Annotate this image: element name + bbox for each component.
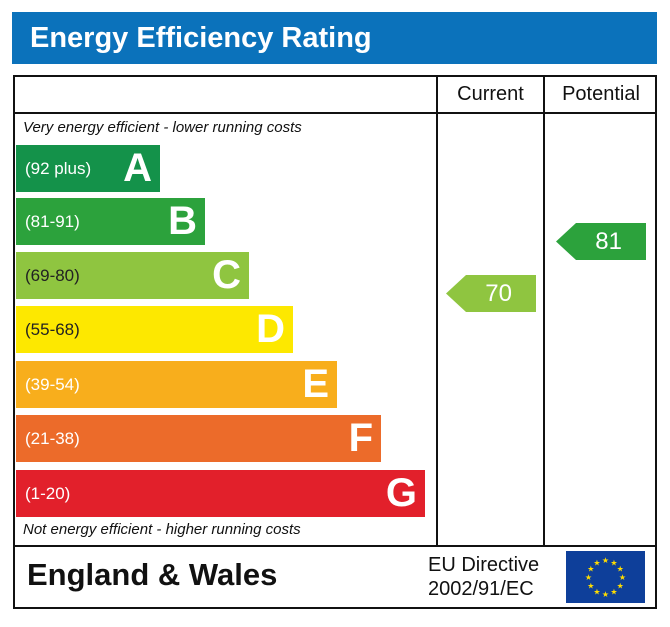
potential-header: Potential — [562, 83, 640, 105]
bottom-note: Not energy efficient - higher running co… — [23, 521, 301, 538]
potential-rating-arrow: 81 — [556, 223, 646, 260]
region-label: England & Wales — [27, 557, 278, 592]
column-divider — [436, 75, 438, 547]
star-icon: ★ — [617, 582, 624, 591]
directive-line2: 2002/91/EC — [428, 578, 534, 600]
band-letter: B — [168, 199, 197, 243]
star-icon: ★ — [602, 556, 609, 565]
current-rating-arrow: 70 — [446, 275, 536, 312]
band-range: (21-38) — [25, 429, 80, 448]
eu-directive: EU Directive 2002/91/EC — [428, 553, 539, 601]
band-c: (69-80) C — [16, 252, 249, 299]
band-a: (92 plus) A — [16, 145, 160, 192]
star-icon: ★ — [617, 565, 624, 574]
band-letter: A — [123, 146, 152, 190]
band-e: (39-54) E — [16, 361, 337, 408]
band-letter: G — [385, 471, 417, 515]
band-letter: C — [212, 253, 241, 297]
band-range: (1-20) — [25, 484, 71, 503]
band-letter: F — [348, 416, 373, 460]
band-g: (1-20) G — [16, 470, 425, 517]
footer-divider — [13, 545, 657, 547]
star-icon: ★ — [593, 558, 600, 567]
directive-line1: EU Directive — [428, 554, 540, 576]
band-b: (81-91) B — [16, 198, 205, 245]
star-icon: ★ — [619, 573, 626, 582]
current-header: Current — [457, 83, 524, 105]
eu-flag-icon: ★★★★★★★★★ ★ ★★ — [566, 551, 645, 603]
band-f: (21-38) F — [16, 415, 381, 462]
top-note: Very energy efficient - lower running co… — [23, 119, 302, 136]
star-icon: ★ — [593, 588, 600, 597]
chart-title: Energy Efficiency Rating — [12, 12, 657, 64]
band-range: (81-91) — [25, 212, 80, 231]
rating-table — [13, 75, 657, 609]
star-icon: ★ — [610, 588, 617, 597]
star-icon: ★ — [587, 565, 594, 574]
star-icon: ★ — [585, 573, 592, 582]
star-icon: ★ — [610, 558, 617, 567]
star-icon: ★ — [587, 582, 594, 591]
header-divider — [13, 112, 657, 114]
band-range: (39-54) — [25, 375, 80, 394]
band-letter: E — [302, 362, 329, 406]
band-d: (55-68) D — [16, 306, 293, 353]
band-range: (92 plus) — [25, 159, 92, 178]
band-range: (55-68) — [25, 320, 80, 339]
band-range: (69-80) — [25, 266, 80, 285]
column-divider — [543, 75, 545, 547]
band-letter: D — [256, 307, 285, 351]
star-icon: ★ — [602, 590, 609, 599]
